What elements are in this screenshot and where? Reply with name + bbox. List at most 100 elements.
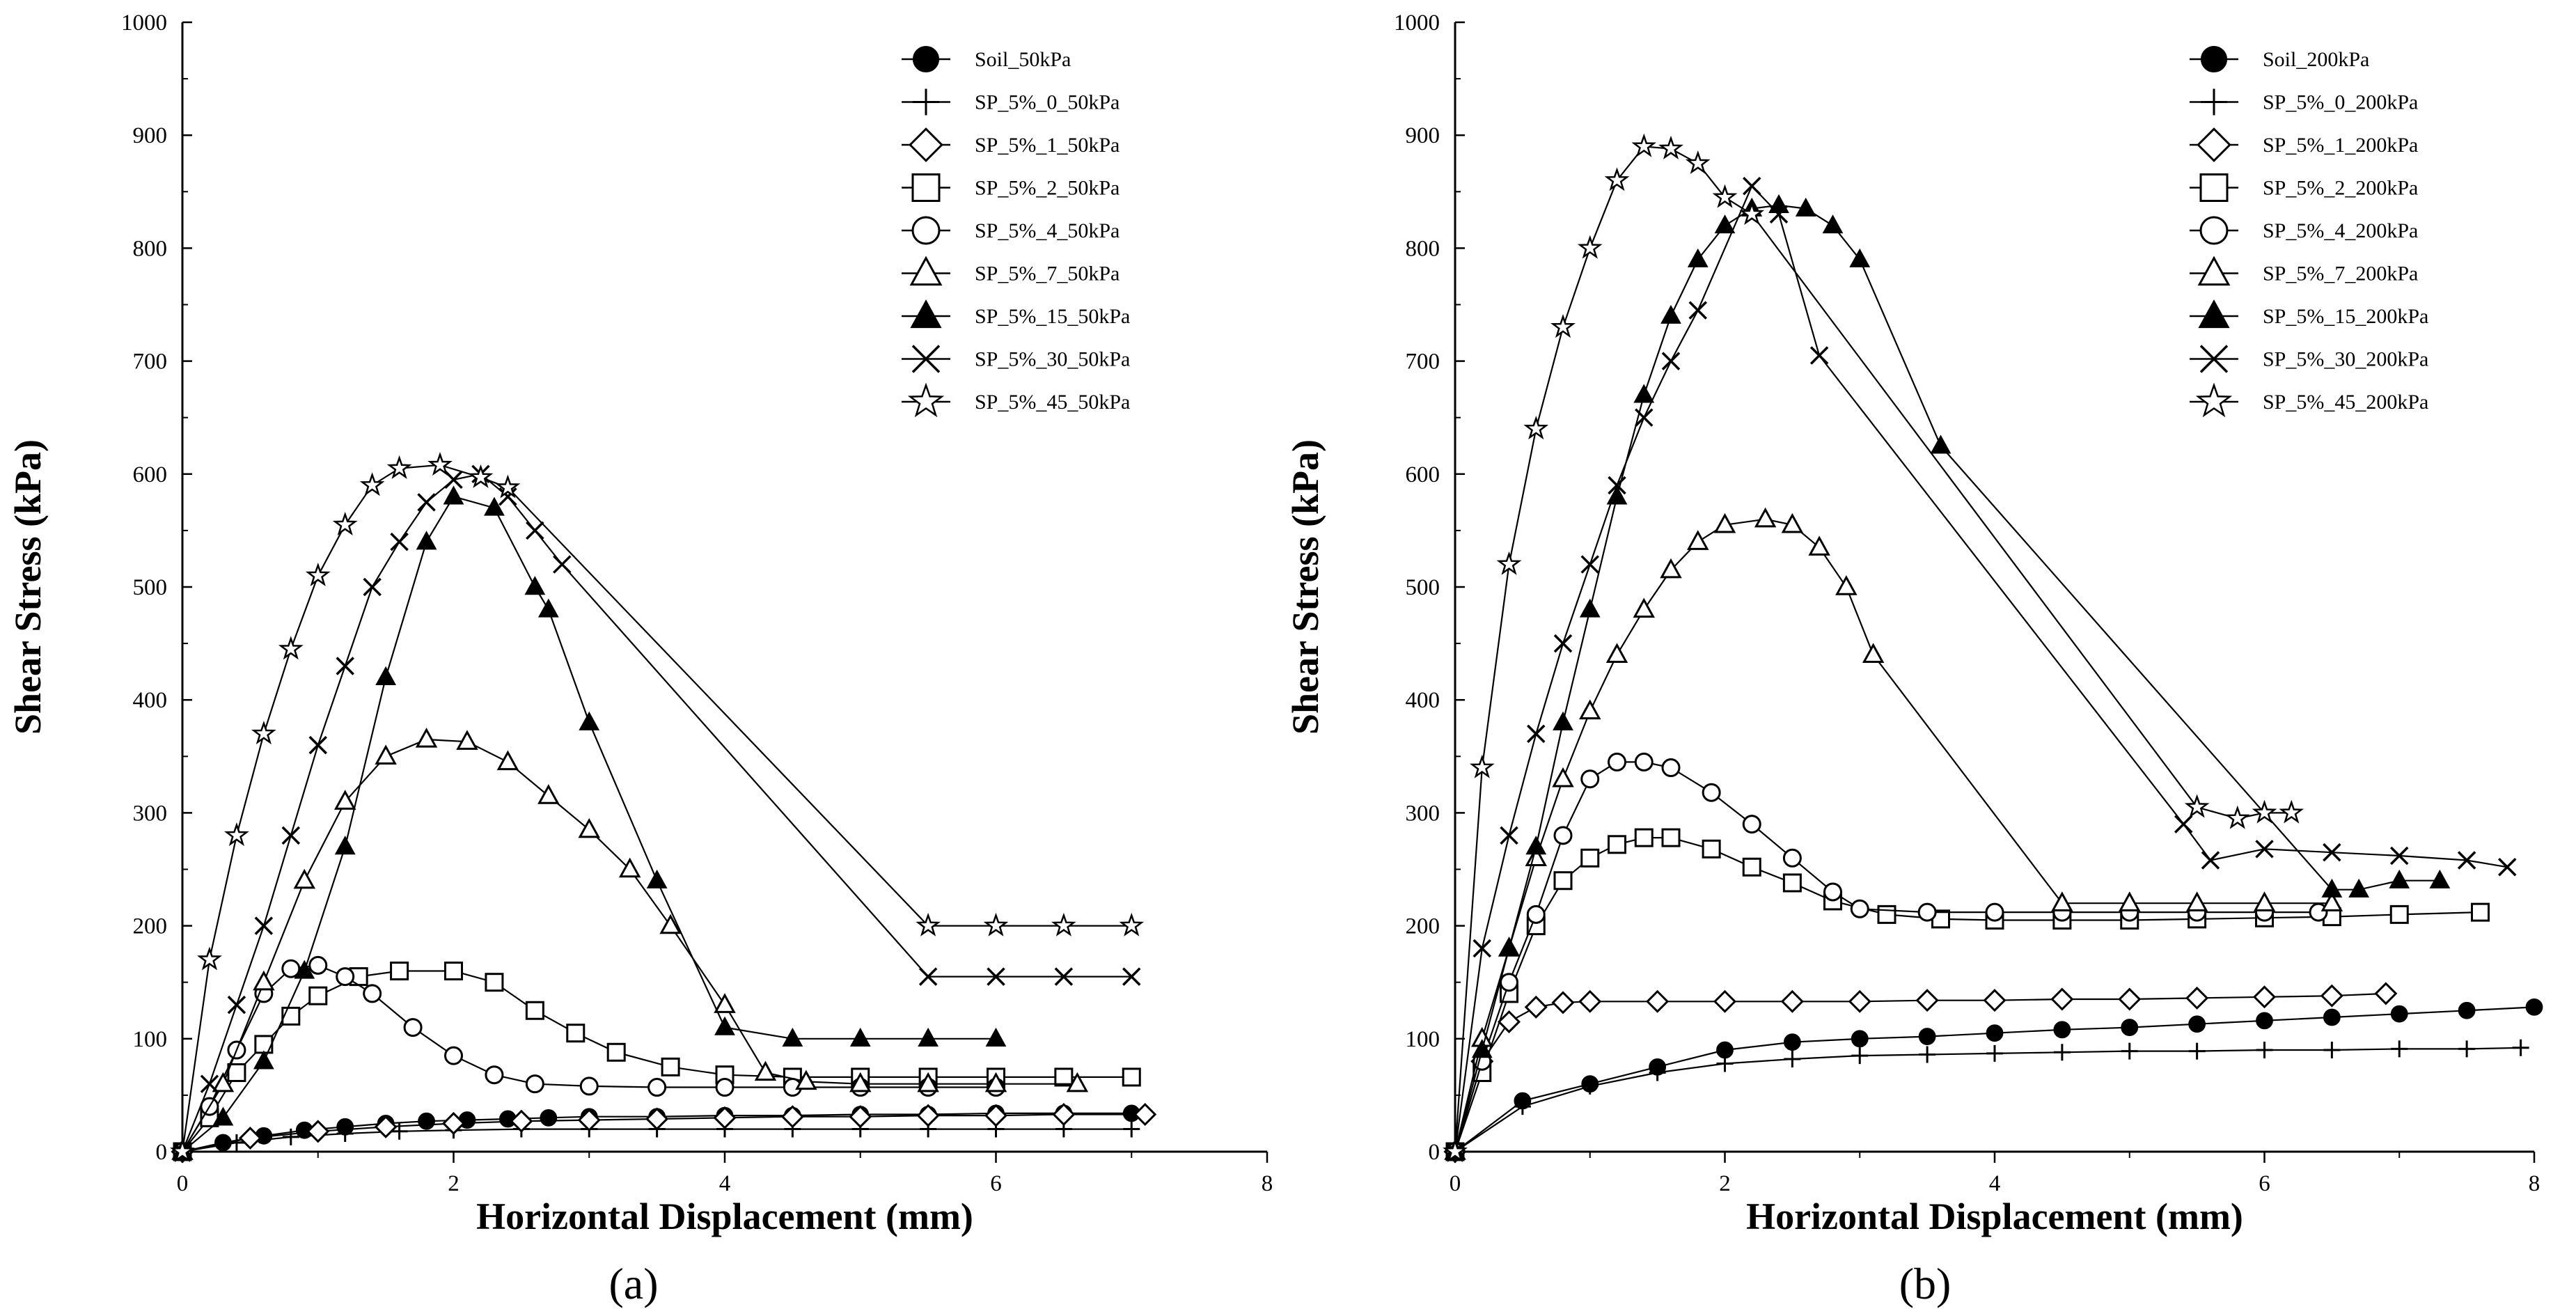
data-point bbox=[2525, 998, 2543, 1016]
data-point bbox=[251, 721, 276, 745]
data-point bbox=[2256, 1042, 2273, 1059]
x-axis-title: Horizontal Displacement (mm) bbox=[1746, 1196, 2243, 1237]
data-point bbox=[495, 474, 521, 499]
data-point bbox=[1550, 314, 1576, 338]
data-point bbox=[1702, 839, 1721, 859]
y-tick-label: 400 bbox=[133, 688, 168, 713]
data-point bbox=[577, 1109, 601, 1132]
legend-label: SP_5%_1_50kPa bbox=[975, 134, 1120, 157]
data-point bbox=[427, 451, 453, 476]
data-point bbox=[659, 914, 682, 934]
data-point bbox=[1661, 352, 1681, 370]
data-point bbox=[579, 1076, 599, 1096]
legend-entry: SP_5%_4_200kPa bbox=[2190, 216, 2418, 245]
data-point bbox=[1608, 476, 1626, 495]
data-point bbox=[1133, 1102, 1157, 1126]
y-axis-title: Shear Stress (kPa) bbox=[7, 439, 49, 735]
x-tick-label: 4 bbox=[1989, 1171, 2001, 1196]
data-point bbox=[2184, 794, 2210, 818]
legend-entry: SP_5%_0_50kPa bbox=[902, 88, 1120, 116]
data-point bbox=[579, 711, 600, 730]
data-point bbox=[1579, 598, 1601, 618]
data-point bbox=[1782, 848, 1802, 868]
data-point bbox=[2256, 1012, 2273, 1030]
y-tick-label: 200 bbox=[1406, 914, 1440, 939]
data-point bbox=[1742, 815, 1761, 834]
y-tick-label: 700 bbox=[1406, 350, 1440, 375]
legend-label: SP_5%_45_200kPa bbox=[2263, 391, 2428, 414]
data-point bbox=[359, 472, 385, 496]
y-axis-title: Shear Stress (kPa) bbox=[1285, 439, 1326, 735]
series-SP_5%_1_200kPa bbox=[1443, 982, 2398, 1164]
legend-label: SP_5%_2_50kPa bbox=[975, 177, 1120, 200]
data-point bbox=[1660, 304, 1681, 324]
data-point bbox=[386, 455, 412, 479]
data-point bbox=[918, 1027, 939, 1047]
data-point bbox=[293, 868, 316, 889]
x-tick-label: 2 bbox=[1719, 1171, 1731, 1196]
data-point bbox=[524, 576, 546, 595]
legend-marker bbox=[2195, 382, 2233, 418]
data-point bbox=[308, 955, 328, 975]
data-point bbox=[1850, 899, 1869, 918]
data-point bbox=[715, 1078, 735, 1097]
data-point bbox=[227, 995, 246, 1015]
legend-marker bbox=[911, 216, 941, 245]
data-point bbox=[1551, 991, 1575, 1015]
data-point bbox=[363, 984, 382, 1003]
data-point bbox=[363, 577, 382, 597]
y-tick-label: 500 bbox=[133, 575, 168, 600]
data-point bbox=[606, 1042, 626, 1062]
legend-entry: SP_5%_30_200kPa bbox=[2190, 345, 2428, 373]
data-point bbox=[444, 1046, 463, 1065]
data-point bbox=[417, 493, 436, 512]
data-point bbox=[2050, 987, 2074, 1011]
data-point bbox=[2118, 987, 2142, 1011]
data-point bbox=[197, 946, 222, 971]
data-point bbox=[2348, 878, 2370, 898]
data-point bbox=[1443, 1138, 1468, 1163]
legend-label: SP_5%_4_200kPa bbox=[2263, 219, 2418, 242]
data-point bbox=[2121, 1019, 2139, 1036]
data-point bbox=[618, 857, 641, 878]
data-point bbox=[416, 531, 437, 550]
data-point bbox=[578, 817, 600, 838]
series-SP_5%_2_200kPa bbox=[1445, 828, 2490, 1161]
data-point bbox=[1687, 530, 1709, 550]
data-point bbox=[2320, 891, 2343, 911]
data-point bbox=[1526, 904, 1546, 924]
data-point bbox=[2389, 904, 2409, 924]
data-point bbox=[374, 1115, 398, 1138]
data-point bbox=[2390, 1005, 2408, 1023]
data-point bbox=[985, 1027, 1007, 1047]
data-point bbox=[1919, 1046, 1936, 1063]
x-tick-label: 0 bbox=[1450, 1171, 1461, 1196]
legend-marker bbox=[912, 45, 940, 73]
data-point bbox=[1580, 769, 1600, 789]
data-point bbox=[444, 961, 463, 980]
data-point bbox=[332, 511, 358, 535]
data-point bbox=[253, 1050, 274, 1070]
data-point bbox=[2185, 891, 2208, 911]
data-point bbox=[2374, 982, 2398, 1005]
data-point bbox=[1649, 1064, 1666, 1081]
data-point bbox=[1581, 1077, 1599, 1095]
legend-marker bbox=[2200, 45, 2228, 73]
data-point bbox=[987, 967, 1005, 986]
data-point bbox=[2471, 902, 2490, 922]
legend-entry: SP_5%_2_50kPa bbox=[902, 173, 1120, 202]
data-point bbox=[281, 1006, 301, 1026]
data-point bbox=[441, 1111, 466, 1135]
data-point bbox=[1066, 1072, 1089, 1092]
data-point bbox=[849, 1027, 871, 1047]
legend-entry: SP_5%_0_200kPa bbox=[2190, 88, 2418, 116]
data-point bbox=[1702, 783, 1721, 802]
data-point bbox=[2390, 846, 2409, 865]
data-point bbox=[2279, 799, 2304, 824]
legend-entry: SP_5%_15_200kPa bbox=[2190, 299, 2428, 329]
data-point bbox=[485, 973, 504, 992]
data-point bbox=[1783, 1033, 1801, 1051]
data-point bbox=[390, 961, 409, 980]
legend-marker bbox=[909, 256, 943, 286]
data-point bbox=[1122, 1067, 1141, 1087]
